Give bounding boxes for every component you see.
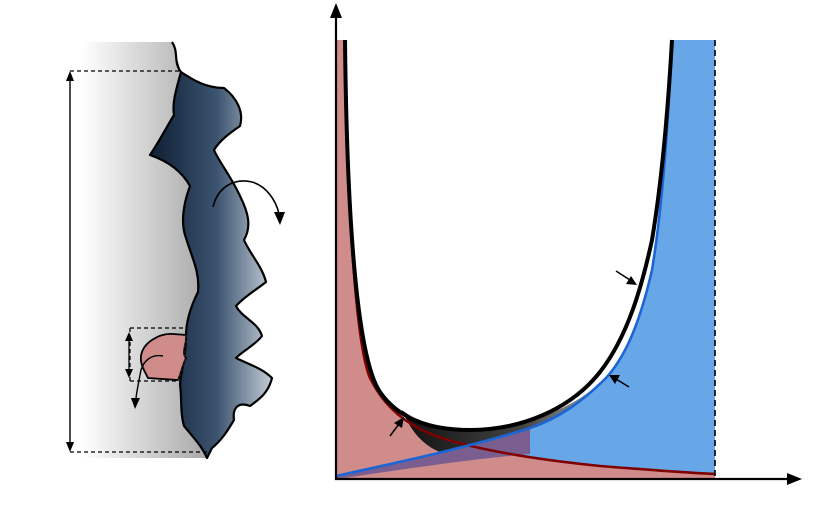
x-axis-icon: [335, 473, 802, 485]
minimum-region: [402, 378, 606, 452]
pointer-arrow-red: [389, 417, 404, 437]
blue-curve-icon: [335, 39, 674, 478]
right-panel: [330, 3, 802, 485]
rotation-arrow-icon: [212, 180, 285, 225]
pointer-arrow-blue: [609, 375, 630, 388]
red-region: [336, 40, 715, 479]
blue-region: [336, 40, 715, 479]
y-axis-icon: [330, 3, 342, 480]
liquid-film-icon: [148, 41, 274, 460]
pointer-arrow-total: [615, 270, 637, 285]
height-arrow-icon: [66, 70, 208, 453]
left-panel: [66, 41, 285, 460]
asperity-icon: [125, 327, 188, 409]
total-curve-icon: [343, 39, 674, 433]
asperity-blob: [139, 333, 188, 381]
